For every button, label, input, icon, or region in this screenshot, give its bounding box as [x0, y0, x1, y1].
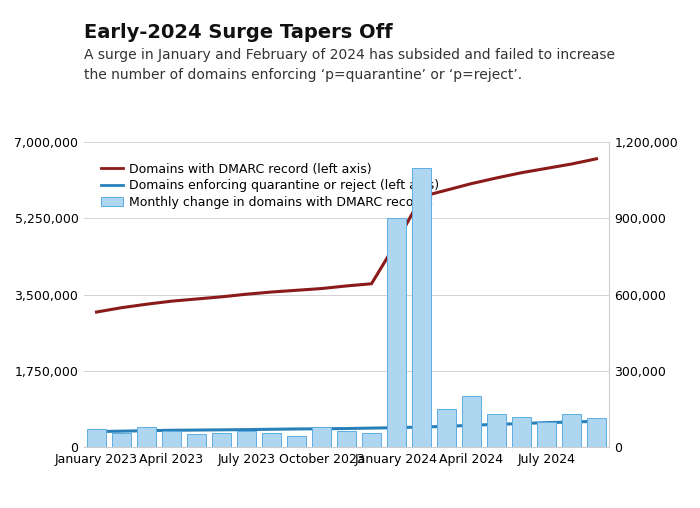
- Bar: [562, 414, 581, 447]
- Bar: [287, 436, 306, 447]
- Bar: [437, 409, 456, 447]
- Bar: [112, 433, 131, 447]
- Bar: [312, 427, 331, 447]
- Bar: [212, 433, 231, 447]
- Bar: [412, 168, 431, 447]
- Text: Early-2024 Surge Tapers Off: Early-2024 Surge Tapers Off: [84, 23, 393, 42]
- Bar: [487, 414, 506, 447]
- Bar: [262, 433, 281, 447]
- Bar: [362, 433, 381, 447]
- Bar: [537, 422, 556, 447]
- Bar: [87, 429, 106, 447]
- Bar: [587, 418, 606, 447]
- Bar: [137, 427, 156, 447]
- Bar: [162, 431, 181, 447]
- Bar: [387, 218, 406, 447]
- Bar: [237, 431, 256, 447]
- Legend: Domains with DMARC record (left axis), Domains enforcing quarantine or reject (l: Domains with DMARC record (left axis), D…: [95, 157, 444, 214]
- Bar: [337, 431, 356, 447]
- Bar: [512, 417, 531, 447]
- Bar: [462, 396, 481, 447]
- Text: A surge in January and February of 2024 has subsided and failed to increase
the : A surge in January and February of 2024 …: [84, 48, 615, 82]
- Bar: [187, 434, 206, 447]
